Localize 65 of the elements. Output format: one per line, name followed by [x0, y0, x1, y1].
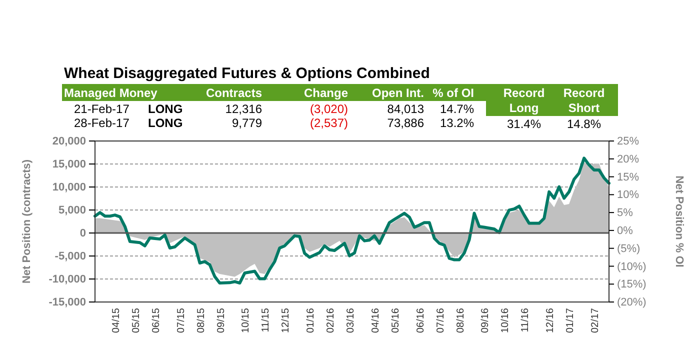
text: 13.2% — [440, 116, 474, 130]
x-tick-label: 07/15 — [176, 308, 187, 334]
x-tick-label: 05/15 — [130, 308, 142, 334]
y-tick-label: 10,000 — [52, 182, 86, 194]
x-tick-label: 08/15 — [196, 308, 207, 334]
y2-tick-label: (20%) — [617, 296, 646, 309]
y2-tick-label: 25% — [617, 136, 640, 148]
text: Contracts — [206, 86, 262, 100]
x-tick-label: 11/15 — [260, 308, 272, 332]
x-tick-label: 01/17 — [565, 308, 576, 334]
y2-tick-label: 0% — [617, 224, 634, 237]
y2-tick-label: (10%) — [617, 260, 646, 273]
y-axis-title: Net Position (contracts) — [21, 159, 33, 284]
y-tick-label: -10,000 — [48, 274, 86, 286]
y-tick-label: 15,000 — [52, 158, 86, 171]
y2-axis-title: Net Position % OI — [673, 176, 685, 268]
x-tick-label: 07/16 — [435, 308, 446, 334]
x-tick-label: 10/15 — [240, 308, 252, 334]
y-tick-label: -5,000 — [54, 250, 86, 263]
text: 31.4% — [506, 117, 542, 131]
text: Record Long — [503, 86, 545, 115]
text: (3,020) — [310, 102, 348, 116]
x-tick-label: 04/16 — [370, 308, 382, 334]
text: 73,886 — [387, 116, 424, 130]
x-tick-label: 01/16 — [306, 308, 317, 334]
x-tick-label: 09/15 — [216, 308, 227, 334]
text: LONG — [148, 116, 183, 130]
text: 12,316 — [225, 102, 262, 116]
y-tick-label: -15,000 — [48, 296, 86, 309]
text: Change — [304, 86, 348, 100]
y2-tick-label: 15% — [617, 171, 640, 184]
x-tick-label: 06/15 — [150, 308, 162, 334]
text: 28-Feb-17 — [74, 116, 130, 130]
x-tick-label: 03/16 — [346, 308, 357, 334]
x-tick-label: 11/16 — [520, 308, 532, 332]
x-tick-label: 06/16 — [415, 308, 426, 334]
y-tick-label: 5,000 — [58, 204, 86, 217]
text: 21-Feb-17 — [74, 102, 130, 116]
y-tick-label: 20,000 — [52, 136, 86, 148]
x-tick-label: 09/16 — [480, 308, 492, 334]
chart-title: Wheat Disaggregated Futures & Options Combined — [64, 65, 430, 82]
x-tick-label: 10/16 — [500, 308, 512, 334]
x-tick-label: 04/15 — [110, 308, 122, 334]
text: Open Int. — [372, 86, 424, 100]
y2-tick-label: (15%) — [617, 278, 646, 291]
text: % of OI — [432, 86, 474, 100]
x-tick-label: 05/16 — [390, 308, 402, 334]
text: 14.7% — [440, 102, 474, 116]
y2-tick-label: 20% — [617, 153, 640, 166]
text: 14.8% — [566, 117, 602, 131]
text: LONG — [148, 102, 183, 116]
text: Record Short — [563, 86, 605, 115]
text: (2,537) — [310, 116, 348, 130]
x-tick-label: 02/16 — [326, 308, 337, 334]
text: 84,013 — [387, 102, 424, 116]
x-tick-label: 08/16 — [455, 308, 466, 334]
y2-tick-label: 5% — [617, 207, 634, 220]
y2-tick-label: 10% — [617, 189, 640, 202]
x-tick-label: 02/17 — [590, 308, 602, 334]
text: Managed Money — [64, 86, 158, 100]
x-tick-label: 12/16 — [545, 308, 556, 334]
y-tick-label: 0 — [80, 228, 86, 240]
text: 9,779 — [232, 116, 262, 130]
y2-tick-label: (5%) — [617, 242, 640, 255]
x-tick-label: 12/15 — [280, 308, 292, 334]
